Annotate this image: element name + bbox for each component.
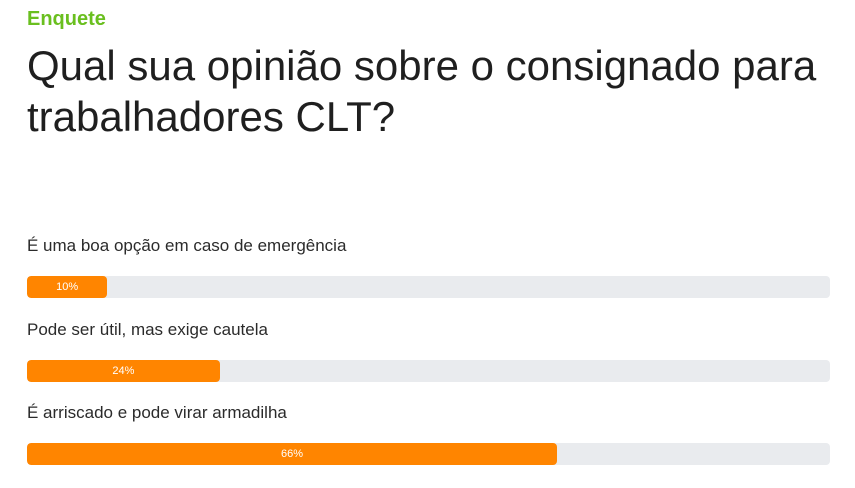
poll-option-caution[interactable]: Pode ser útil, mas exige cautela 24% — [27, 320, 831, 382]
poll-option-label: É arriscado e pode virar armadilha — [27, 403, 287, 422]
poll-kicker: Enquete — [27, 8, 106, 30]
poll-result-bar-track: 10% — [27, 276, 830, 298]
poll-option-label: Pode ser útil, mas exige cautela — [27, 320, 268, 339]
poll-question: Qual sua opinião sobre o consignado para… — [27, 42, 817, 140]
poll-result-percent: 66% — [280, 448, 303, 460]
poll-option-risky[interactable]: É arriscado e pode virar armadilha 66% — [27, 403, 831, 465]
poll-result-percent: 24% — [112, 365, 135, 377]
poll-option-label: É uma boa opção em caso de emergência — [27, 236, 347, 255]
poll-result-bar-track: 24% — [27, 360, 830, 382]
poll-result-bar-fill: 24% — [27, 360, 220, 382]
poll-result-bar-track: 66% — [27, 443, 830, 465]
poll-result-bar-fill: 66% — [27, 443, 557, 465]
poll-option-emergency[interactable]: É uma boa opção em caso de emergência 10… — [27, 236, 831, 298]
poll-result-percent: 10% — [56, 281, 79, 293]
poll-result-bar-fill: 10% — [27, 276, 108, 298]
